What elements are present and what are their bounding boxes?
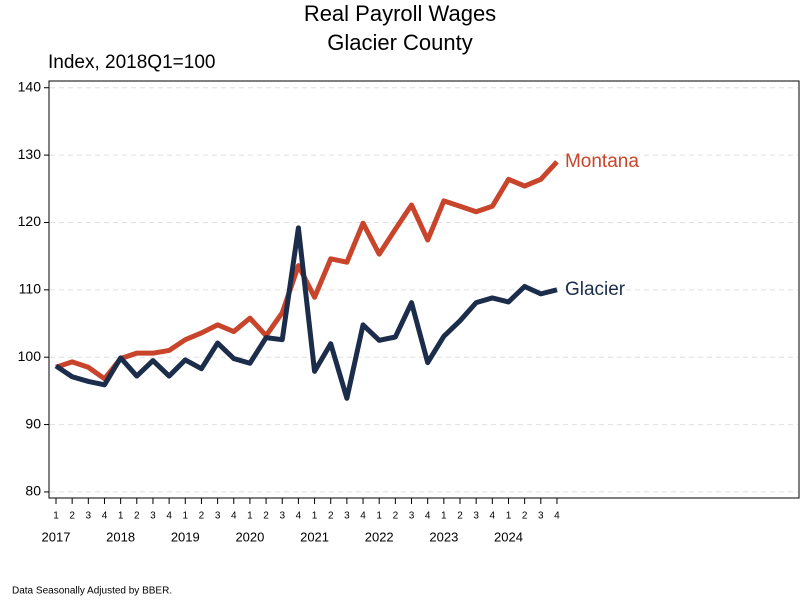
x-tick-label: 3 xyxy=(279,511,285,522)
x-tick-label: 4 xyxy=(360,511,366,522)
x-tick-label: 1 xyxy=(247,511,253,522)
x-tick-label: 4 xyxy=(231,511,237,522)
y-tick-label: 120 xyxy=(18,213,42,229)
chart-title: Real Payroll Wages xyxy=(304,1,496,26)
x-tick-label: 3 xyxy=(344,511,350,522)
x-tick-label: 4 xyxy=(490,511,496,522)
x-tick-label: 3 xyxy=(86,511,92,522)
y-tick-label: 100 xyxy=(18,348,42,364)
x-tick-label: 4 xyxy=(296,511,302,522)
year-label: 2022 xyxy=(365,529,394,544)
y-tick-label: 140 xyxy=(18,78,42,94)
chart-subtitle: Glacier County xyxy=(327,30,473,55)
x-tick-label: 1 xyxy=(441,511,447,522)
year-label: 2018 xyxy=(106,529,135,544)
year-label: 2024 xyxy=(494,529,523,544)
x-tick-label: 1 xyxy=(182,511,188,522)
x-tick-label: 2 xyxy=(522,511,528,522)
x-tick-label: 4 xyxy=(102,511,108,522)
year-label: 2020 xyxy=(235,529,264,544)
x-tick-label: 2 xyxy=(263,511,269,522)
x-tick-label: 2 xyxy=(328,511,334,522)
series-label: Glacier xyxy=(565,279,626,300)
x-tick-label: 4 xyxy=(554,511,560,522)
y-tick-label: 110 xyxy=(19,281,42,297)
year-label: 2017 xyxy=(42,529,71,544)
x-tick-label: 3 xyxy=(150,511,156,522)
x-tick-label: 4 xyxy=(425,511,431,522)
x-tick-label: 2 xyxy=(199,511,205,522)
year-label: 2021 xyxy=(300,529,329,544)
x-tick-label: 3 xyxy=(215,511,221,522)
x-tick-label: 3 xyxy=(473,511,479,522)
series-label: Montana xyxy=(565,151,639,172)
year-label: 2023 xyxy=(429,529,458,544)
x-tick-label: 2 xyxy=(393,511,399,522)
year-label: 2019 xyxy=(171,529,200,544)
x-tick-label: 1 xyxy=(312,511,318,522)
x-tick-label: 1 xyxy=(506,511,512,522)
series-line xyxy=(54,225,558,401)
x-tick-label: 1 xyxy=(376,511,382,522)
y-tick-label: 130 xyxy=(18,146,42,162)
x-tick-label: 3 xyxy=(409,511,415,522)
x-tick-label: 2 xyxy=(134,511,140,522)
x-tick-label: 3 xyxy=(538,511,544,522)
x-tick-label: 4 xyxy=(166,511,172,522)
y-axis-label: Index, 2018Q1=100 xyxy=(48,52,215,73)
footnote: Data Seasonally Adjusted by BBER. xyxy=(12,586,172,597)
y-tick-label: 90 xyxy=(25,415,41,431)
x-tick-label: 2 xyxy=(457,511,463,522)
x-tick-label: 2 xyxy=(69,511,75,522)
x-tick-label: 1 xyxy=(118,511,124,522)
y-tick-label: 80 xyxy=(25,483,41,499)
x-tick-label: 1 xyxy=(53,511,59,522)
series-line xyxy=(55,160,559,382)
